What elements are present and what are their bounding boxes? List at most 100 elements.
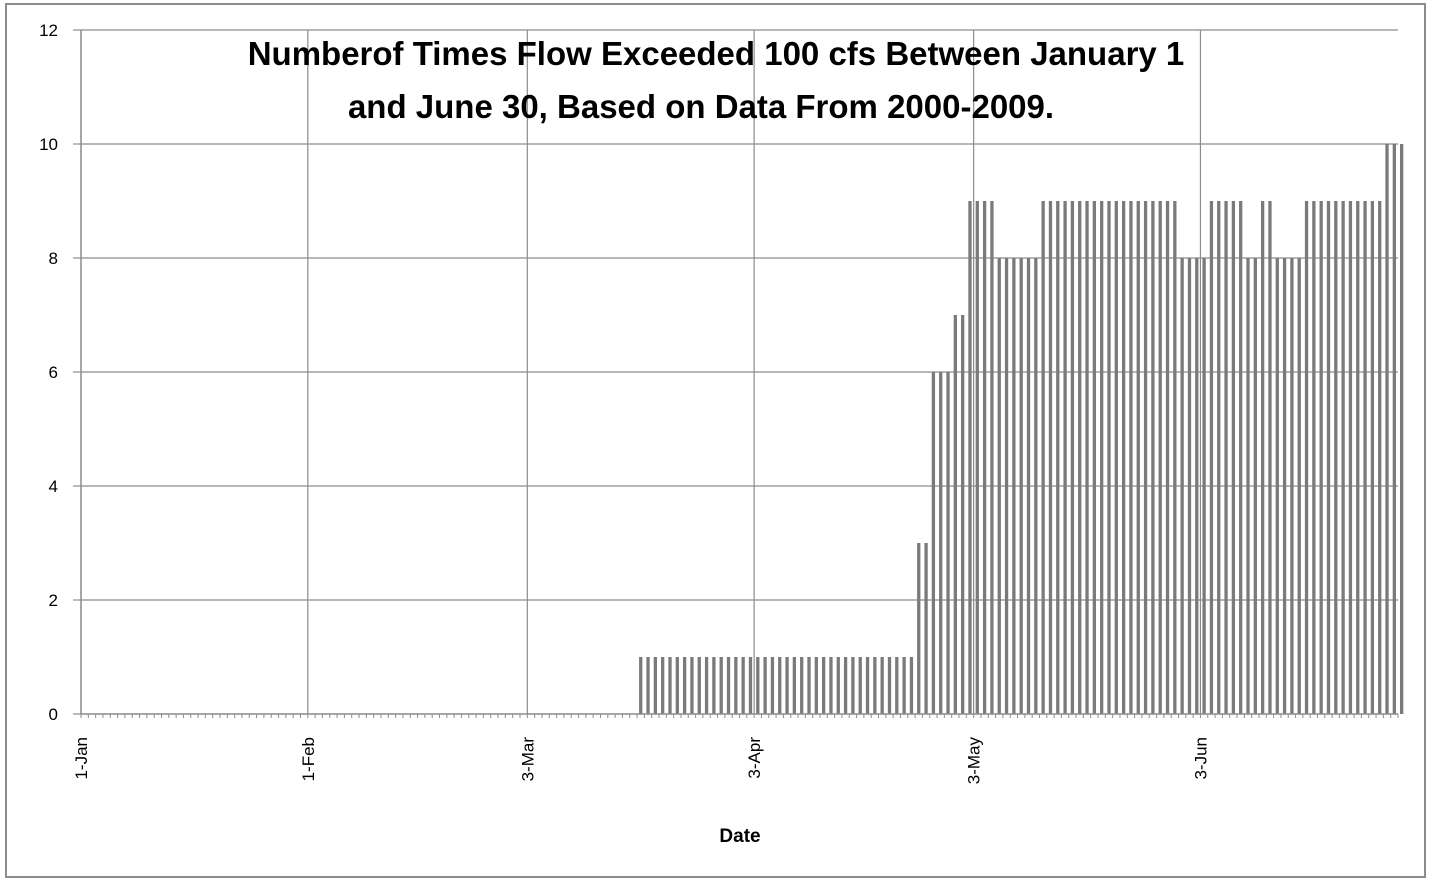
bar [1173,201,1177,714]
bar [851,657,855,714]
bar [800,657,804,714]
bar [675,657,679,714]
bar [1260,201,1265,714]
bar [734,657,738,714]
bar [1231,201,1236,714]
x-tick-label: 1-Jan [72,737,91,780]
bar [821,657,826,714]
bar [719,657,723,714]
bar [1034,258,1038,714]
bar [1400,144,1404,714]
bar [1056,201,1060,714]
bar [1239,201,1243,714]
bar [1136,201,1140,714]
bar [1341,201,1345,714]
bar [1282,258,1287,714]
bar [968,201,972,714]
bar [873,657,877,714]
bar [756,657,760,714]
bar [1326,201,1331,714]
bar [939,372,943,714]
bar [1209,201,1214,714]
bar [858,657,862,714]
bar [682,657,687,714]
bar [924,543,928,714]
bar [1246,258,1250,714]
bar [661,657,665,714]
bar [807,657,811,714]
y-tick-label: 6 [49,363,58,382]
bar [1100,201,1104,714]
bar [1195,258,1199,714]
bar [1085,201,1089,714]
bar [653,657,658,714]
bar [697,657,701,714]
bar [990,201,994,714]
bar [1070,201,1075,714]
bars [639,144,1404,714]
bar [1290,258,1294,714]
x-axis-title: Date [719,826,760,847]
bar [1078,201,1082,714]
bar [946,372,950,714]
bar [1143,201,1148,714]
bar [1268,201,1272,714]
y-tick-label: 0 [49,705,58,724]
bar [1041,201,1045,714]
tick-labels: 0 2 4 6 8 10 12 1-Jan 1-Feb 3-Mar 3-Apr 3-May 3-Jun [39,21,1210,784]
bar [741,657,745,714]
bar [1297,258,1301,714]
bar [712,657,716,714]
bar [785,657,789,714]
bar [961,315,965,714]
bar [953,315,957,714]
bar [1114,201,1118,714]
x-tick-label: 3-Apr [745,737,764,779]
bar [1319,201,1323,714]
bar [1026,258,1031,714]
bar [1392,144,1396,714]
bar [880,657,884,714]
bar [668,657,672,714]
bar [1312,201,1316,714]
y-tick-label: 10 [39,135,58,154]
bar [1378,201,1382,714]
bar [646,657,650,714]
bar [1370,201,1375,714]
bar [1363,201,1367,714]
bar [704,657,709,714]
bar [1019,258,1023,714]
bar [1158,201,1162,714]
bar [895,657,899,714]
x-tick-label: 1-Feb [299,737,318,781]
bar [1356,201,1360,714]
bar [865,657,870,714]
bar [690,657,694,714]
bar [1004,258,1009,714]
bar [1165,201,1170,714]
bar [1187,258,1192,714]
x-tick-label: 3-Jun [1191,737,1210,780]
bar [814,657,818,714]
bar [843,657,848,714]
bar [982,201,987,714]
bar [639,657,643,714]
y-tick-label: 4 [49,477,58,496]
x-tick-label: 3-May [965,737,984,785]
bar [1217,201,1221,714]
bar [836,657,840,714]
bar [1202,258,1206,714]
y-tick-label: 2 [49,591,58,610]
y-tick-label: 12 [39,21,58,40]
bar [778,657,782,714]
chart-title-line-2: and June 30, Based on Data From 2000-200… [348,88,1054,125]
bar [1048,201,1053,714]
bar [770,657,775,714]
bar [726,657,731,714]
bar [997,258,1001,714]
bar [1224,201,1228,714]
bar [909,657,914,714]
chart-title-line-1: Numberof Times Flow Exceeded 100 cfs Bet… [248,35,1185,72]
bar [829,657,833,714]
